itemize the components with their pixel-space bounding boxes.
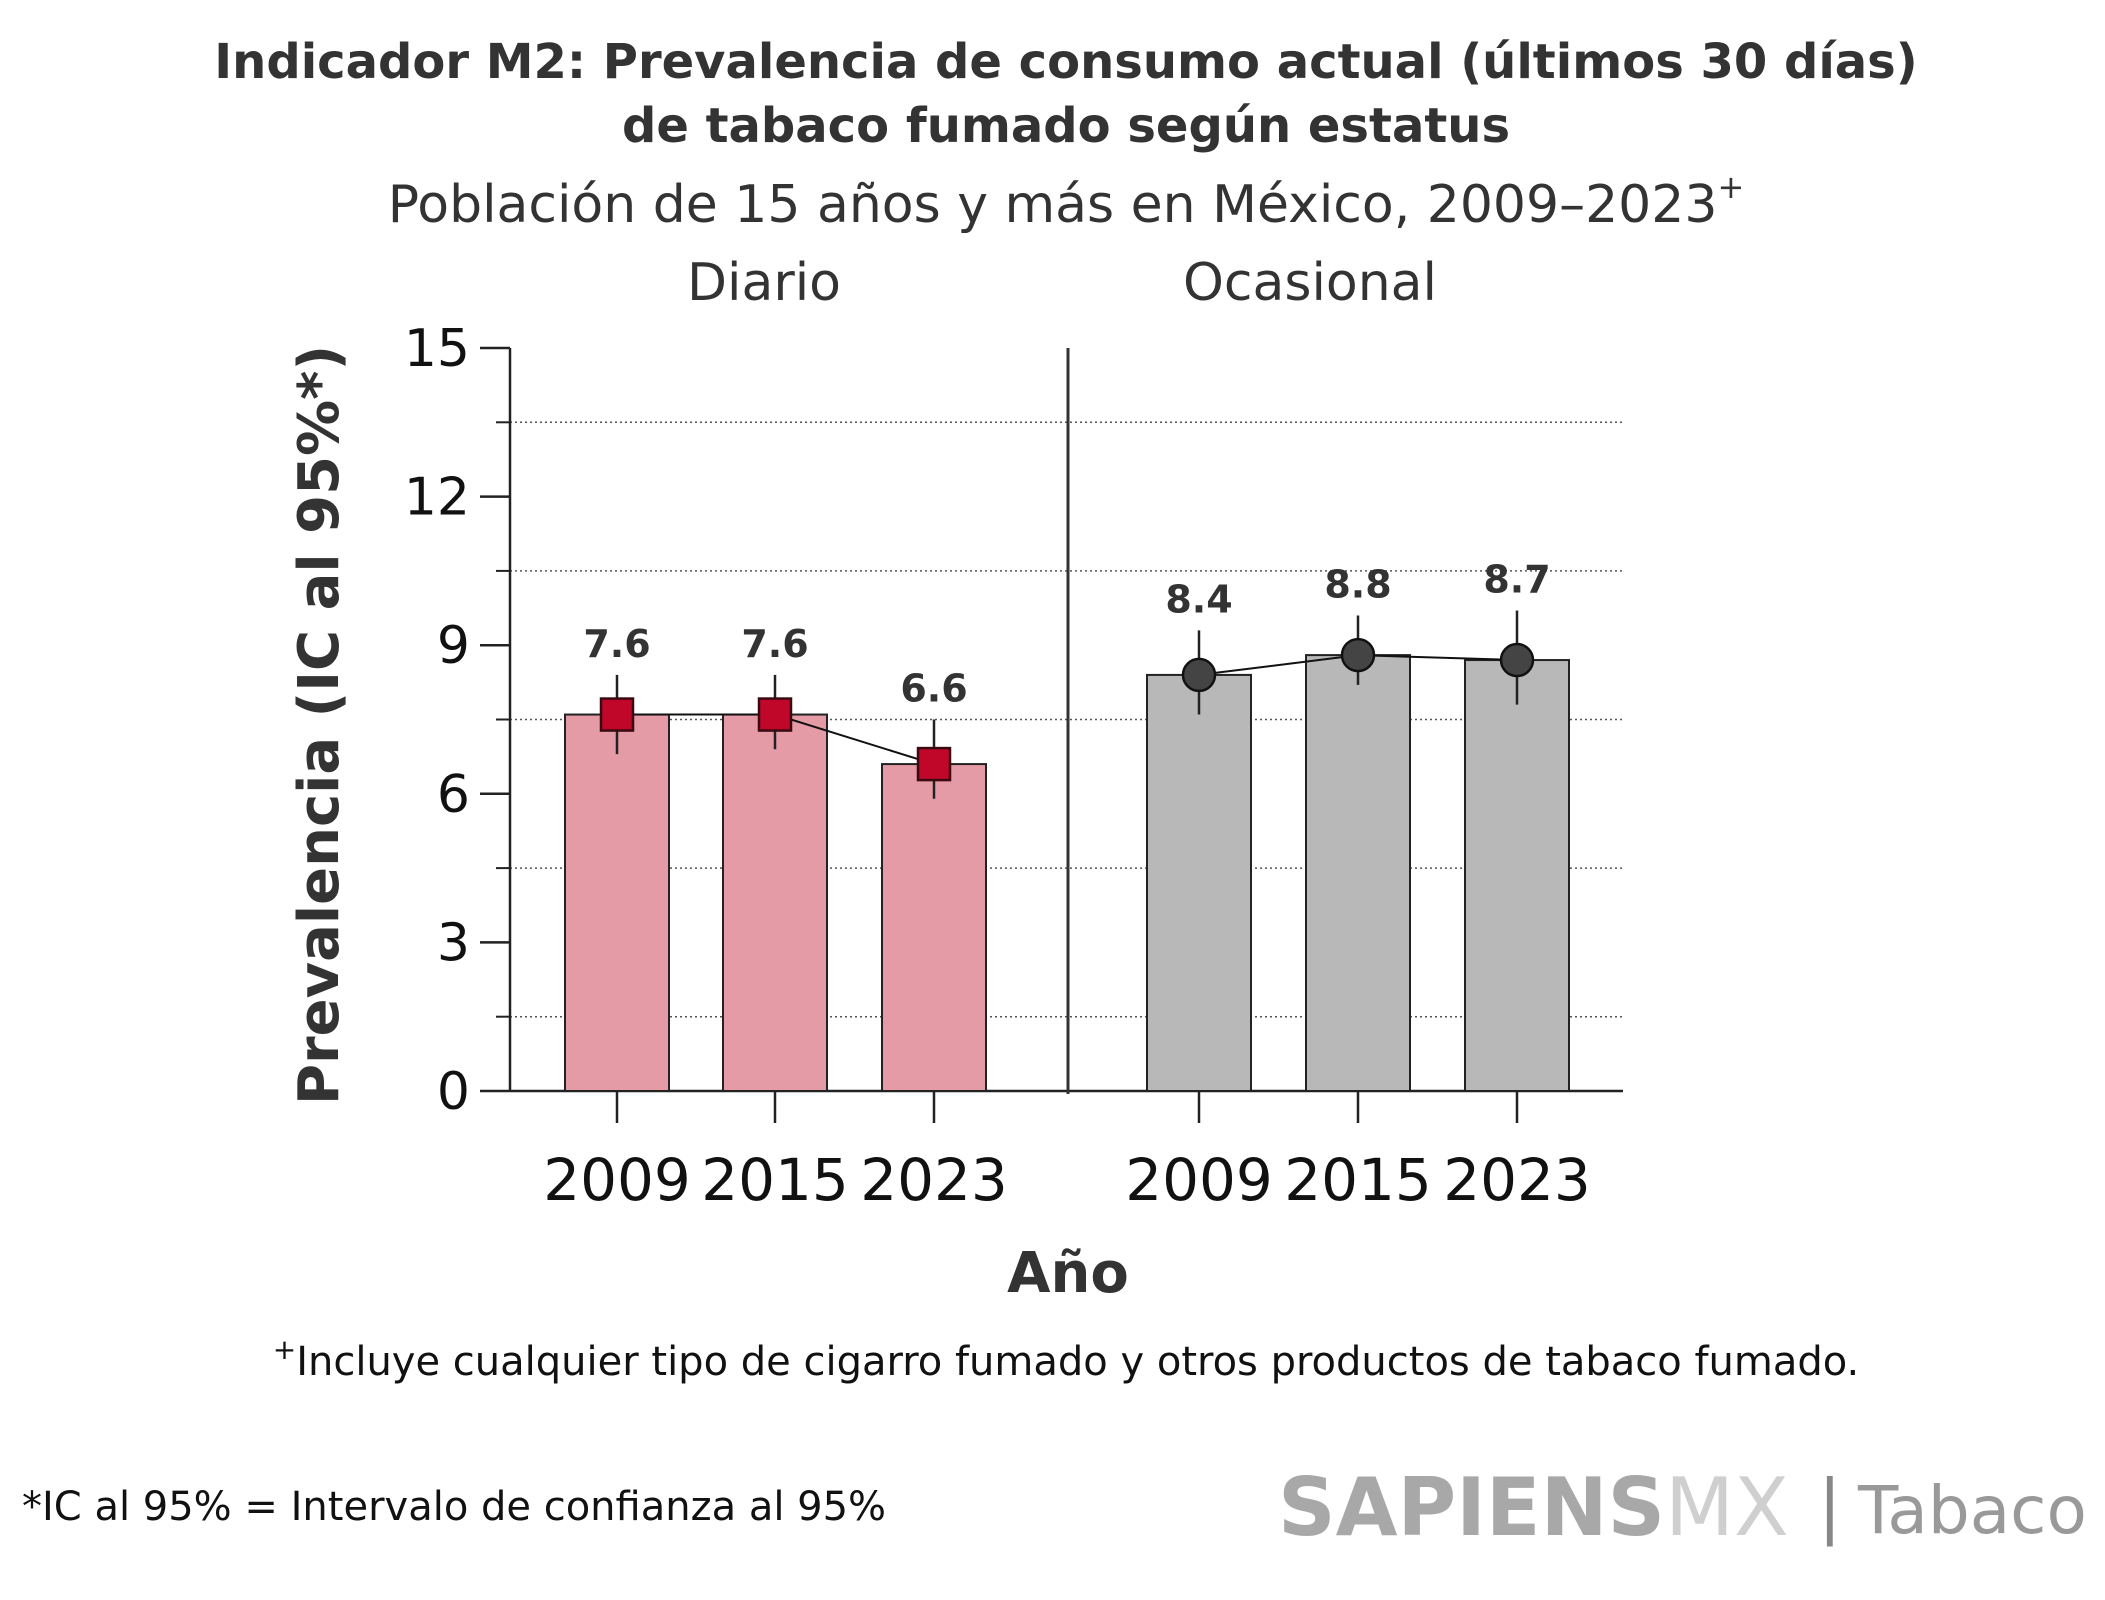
- footnote-mark: +: [273, 1333, 296, 1366]
- data-label: 6.6: [900, 667, 967, 711]
- x-tick-label: 2023: [1443, 1146, 1591, 1214]
- y-axis: 0 3 6 9 12 15: [404, 319, 1623, 1122]
- point-marker: [1499, 642, 1535, 678]
- y-tick-label: 6: [437, 765, 470, 825]
- y-tick-label: 12: [404, 468, 470, 528]
- data-label: 7.6: [583, 622, 650, 666]
- data-label: 8.8: [1324, 562, 1391, 606]
- logo: SAPIENS MX | Tabaco: [1278, 1461, 2087, 1554]
- bar-ocasional-2023: [1464, 659, 1570, 1092]
- data-label: 7.6: [741, 622, 808, 666]
- bar-ocasional-2015: [1305, 654, 1411, 1093]
- y-tick-label: 15: [404, 319, 470, 379]
- point-marker: [1181, 657, 1217, 693]
- data-label: 8.4: [1165, 577, 1232, 621]
- footnote-text: Incluye cualquier tipo de cigarro fumado…: [296, 1339, 1859, 1385]
- x-tick-label: 2015: [1284, 1146, 1432, 1214]
- x-axis-label: Año: [1007, 1241, 1129, 1306]
- point-marker: [916, 746, 952, 782]
- x-tick-label: 2009: [1125, 1146, 1273, 1214]
- data-label: 8.7: [1483, 558, 1550, 602]
- y-tick-label: 9: [437, 616, 470, 676]
- y-axis-label: Prevalencia (IC al 95%*): [287, 345, 352, 1105]
- chart-title-line-1: Indicador M2: Prevalencia de consumo act…: [214, 34, 1917, 90]
- footnote: +Incluye cualquier tipo de cigarro fumad…: [273, 1333, 1860, 1385]
- point-marker: [1340, 637, 1376, 673]
- chart-subtitle: Población de 15 años y más en México, 20…: [388, 168, 1745, 235]
- bar-diario-2023: [881, 763, 987, 1093]
- point-marker: [757, 697, 793, 732]
- bar-ocasional-2009: [1146, 673, 1252, 1092]
- x-tick-label: 2023: [860, 1146, 1008, 1214]
- panel-label-diario: Diario: [687, 253, 841, 313]
- x-tick-label: 2015: [701, 1146, 849, 1214]
- chart-title-line-2: de tabaco fumado según estatus: [622, 98, 1510, 154]
- bar-diario-2009: [564, 713, 670, 1093]
- logo-separator: |: [1818, 1465, 1842, 1547]
- logo-suffix: MX: [1665, 1461, 1789, 1554]
- y-tick-label: 3: [437, 913, 470, 973]
- subtitle-text: Población de 15 años y más en México, 20…: [388, 175, 1718, 235]
- bar-diario-2015: [722, 713, 828, 1093]
- x-tick-label: 2009: [543, 1146, 691, 1214]
- ic-note: *IC al 95% = Intervalo de confianza al 9…: [22, 1484, 886, 1530]
- logo-brand: SAPIENS: [1278, 1461, 1665, 1554]
- subtitle-mark: +: [1717, 168, 1744, 206]
- y-tick-label: 0: [437, 1062, 470, 1122]
- panel-label-ocasional: Ocasional: [1183, 253, 1437, 313]
- logo-topic: Tabaco: [1857, 1472, 2087, 1549]
- point-marker: [599, 697, 635, 732]
